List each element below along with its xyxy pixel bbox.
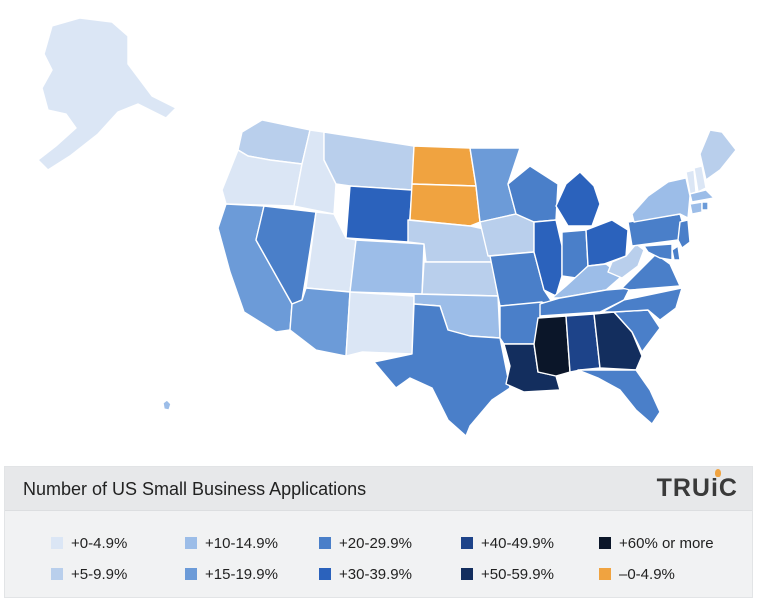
legend-panel: Number of US Small Business Applications…: [4, 466, 753, 598]
state-ia: [479, 213, 535, 257]
state-fl: [577, 369, 661, 425]
legend-title: Number of US Small Business Applications: [23, 479, 367, 499]
map-svg: [37, 17, 737, 437]
state-hi: [162, 399, 172, 411]
legend-item-15-19.9: +15-19.9%: [185, 564, 278, 584]
legend-swatch: [319, 568, 331, 580]
legend-item-10-14.9: +10-14.9%: [185, 533, 278, 553]
legend-item-5-9.9: +5-9.9%: [51, 564, 127, 584]
legend-label: +0-4.9%: [71, 534, 128, 552]
state-ms: [533, 315, 571, 377]
legend-item-40-49.9: +40-49.9%: [461, 533, 554, 553]
legend-swatch: [461, 537, 473, 549]
legend-label: +40-49.9%: [481, 534, 554, 552]
legend-swatch: [185, 537, 197, 549]
legend-swatch: [185, 568, 197, 580]
state-ma: [689, 189, 715, 203]
state-tx: [373, 303, 511, 437]
legend-item-20-29.9: +20-29.9%: [319, 533, 412, 553]
brand-logo: TRUiC: [656, 469, 738, 503]
legend-label: –0-4.9%: [619, 565, 675, 583]
state-de: [671, 245, 681, 261]
state-nc: [601, 287, 683, 321]
legend-header: Number of US Small Business Applications…: [5, 467, 752, 511]
legend-swatch: [319, 537, 331, 549]
legend-swatch: [51, 537, 63, 549]
legend-label: +5-9.9%: [71, 565, 128, 583]
state-va: [621, 253, 681, 291]
state-nm: [345, 291, 415, 357]
state-co: [349, 239, 425, 295]
state-ct: [689, 201, 703, 215]
state-il: [533, 219, 563, 297]
legend-label: +10-14.9%: [205, 534, 278, 552]
legend-item-0-4.9: +0-4.9%: [51, 533, 127, 553]
state-mt: [323, 131, 415, 191]
flame-icon: [714, 469, 721, 477]
legend-item-50-59.9: +50-59.9%: [461, 564, 554, 584]
legend-swatch: [599, 537, 611, 549]
legend-item-30-39.9: +30-39.9%: [319, 564, 412, 584]
legend-label: +30-39.9%: [339, 565, 412, 583]
state-al: [565, 313, 601, 373]
state-wy: [345, 185, 413, 243]
state-ks: [421, 261, 499, 297]
legend-label: +15-19.9%: [205, 565, 278, 583]
legend-swatch: [599, 568, 611, 580]
legend-label: +60% or more: [619, 534, 714, 552]
state-ny: [631, 177, 691, 223]
state-sd: [409, 183, 481, 227]
legend-swatch: [461, 568, 473, 580]
state-mi: [555, 171, 601, 227]
legend-item-60-or-more: +60% or more: [599, 533, 714, 553]
legend-swatch: [51, 568, 63, 580]
state-md: [643, 243, 673, 261]
state-ak: [37, 17, 177, 171]
us-choropleth-map: [37, 17, 737, 437]
state-nh: [693, 165, 707, 193]
state-tn: [539, 287, 631, 317]
legend-label: +50-59.9%: [481, 565, 554, 583]
state-wi: [507, 165, 559, 223]
state-ri: [701, 201, 709, 211]
legend-label: +20-29.9%: [339, 534, 412, 552]
state-nj: [677, 219, 691, 249]
state-mo: [489, 251, 553, 307]
legend-item-minus-0-4.9: –0-4.9%: [599, 564, 675, 584]
state-wv: [607, 243, 645, 279]
state-nd: [411, 145, 477, 187]
state-me: [699, 129, 737, 181]
brand-logo-text: TRUiC: [656, 474, 738, 502]
